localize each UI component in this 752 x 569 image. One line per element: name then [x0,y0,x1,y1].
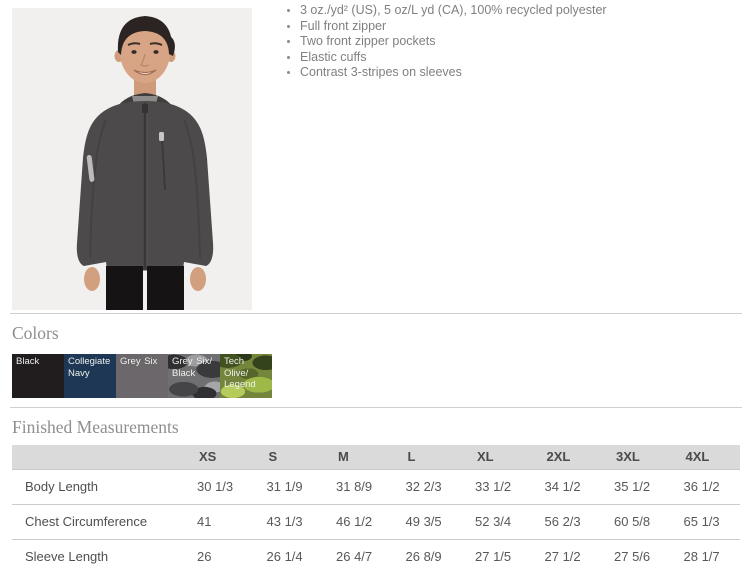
size-header-l: L [392,445,462,469]
measurement-cell: 27 5/6 [601,538,671,569]
measurement-cell: 26 4/7 [323,538,393,569]
size-header-row: XS S M L XL 2XL 3XL 4XL [12,445,740,469]
swatch-label: Collegiate Navy [68,356,111,379]
measurement-cell: 56 2/3 [531,503,601,539]
measurement-cell: 33 1/2 [462,468,532,504]
measurement-cell: 27 1/2 [531,538,601,569]
measurement-cell: 26 8/9 [392,538,462,569]
measurement-cell: 31 1/9 [253,468,323,504]
table-row-body-length: Body Length 30 1/3 31 1/9 31 8/9 32 2/3 … [12,468,740,504]
measurement-cell: 60 5/8 [601,503,671,539]
row-label: Sleeve Length [12,538,184,569]
model-wearing-jacket-illustration [12,8,252,310]
table-row-chest-circumference: Chest Circumference 41 43 1/3 46 1/2 49 … [12,503,740,539]
product-overview-section: 3 oz./yd² (US), 5 oz/L yd (CA), 100% rec… [0,0,752,313]
row-label: Body Length [12,468,184,504]
size-header-m: M [323,445,393,469]
feature-list: 3 oz./yd² (US), 5 oz/L yd (CA), 100% rec… [287,4,727,82]
measurements-table: XS S M L XL 2XL 3XL 4XL Body Length 30 1… [12,445,740,569]
measurement-cell: 46 1/2 [323,503,393,539]
size-header-xs: XS [184,445,254,469]
measurement-cell: 32 2/3 [392,468,462,504]
color-swatch-tech-olive-legend[interactable]: Tech Olive/ Legend [220,354,272,398]
swatch-label: Grey Six/ Black [172,356,213,379]
measurement-cell: 49 3/5 [392,503,462,539]
table-row-sleeve-length: Sleeve Length 26 26 1/4 26 4/7 26 8/9 27… [12,538,740,569]
color-swatch-list: Black Collegiate Navy Grey Six Grey Six/… [12,354,752,398]
size-header-s: S [253,445,323,469]
measurement-cell: 28 1/7 [670,538,740,569]
swatch-label: Tech Olive/ Legend [224,356,256,390]
color-swatch-collegiate-navy[interactable]: Collegiate Navy [64,354,116,398]
color-swatch-black[interactable]: Black [12,354,64,398]
size-header-4xl: 4XL [670,445,740,469]
measurement-cell: 31 8/9 [323,468,393,504]
feature-item: Full front zipper [300,19,727,33]
feature-item: Contrast 3-stripes on sleeves [300,66,727,79]
size-header-3xl: 3XL [601,445,671,469]
measurement-cell: 26 [184,538,254,569]
section-divider [10,313,742,314]
color-swatch-grey-six[interactable]: Grey Six [116,354,168,398]
measurement-cell: 34 1/2 [531,468,601,504]
measurement-cell: 65 1/3 [670,503,740,539]
measurement-cell: 43 1/3 [253,503,323,539]
product-photo [12,8,252,310]
swatch-label: Black [16,356,40,367]
colors-heading: Colors [12,323,59,343]
measurement-cell: 52 3/4 [462,503,532,539]
measurement-cell: 30 1/3 [184,468,254,504]
swatch-label: Grey Six [120,356,158,367]
measurement-cell: 26 1/4 [253,538,323,569]
section-divider [10,407,742,408]
measurement-cell: 35 1/2 [601,468,671,504]
feature-item: Elastic cuffs [300,50,727,64]
feature-item: Two front zipper pockets [300,35,727,48]
size-header-xl: XL [462,445,532,469]
finished-measurements-heading: Finished Measurements [12,417,179,437]
measurement-cell: 36 1/2 [670,468,740,504]
color-swatch-grey-six-black[interactable]: Grey Six/ Black [168,354,220,398]
feature-item: 3 oz./yd² (US), 5 oz/L yd (CA), 100% rec… [300,4,727,17]
measurement-cell: 41 [184,503,254,539]
size-header-2xl: 2XL [531,445,601,469]
empty-header-cell [12,445,184,469]
row-label: Chest Circumference [12,503,184,539]
measurement-cell: 27 1/5 [462,538,532,569]
